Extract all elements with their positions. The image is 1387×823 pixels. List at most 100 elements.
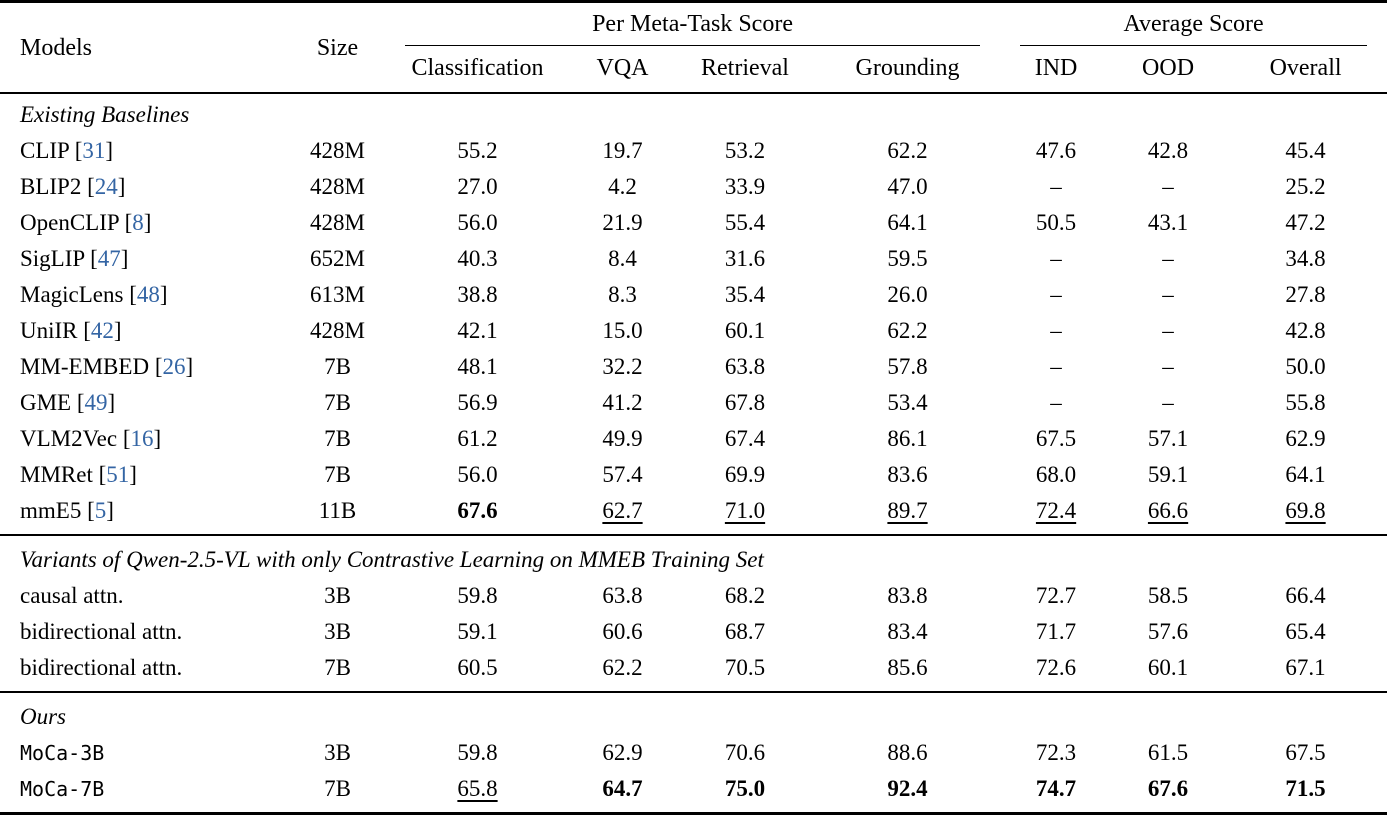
score-cell: – xyxy=(1162,246,1174,271)
score-cell: 55.8 xyxy=(1285,390,1326,415)
model-size: 11B xyxy=(318,498,357,523)
score-cell: 41.2 xyxy=(602,390,643,415)
score-cell: 88.6 xyxy=(887,740,928,765)
model-name: CLIP xyxy=(20,138,69,163)
score-cell: 60.1 xyxy=(1147,655,1189,680)
model-size: 652M xyxy=(310,246,365,271)
score-cell: 27.8 xyxy=(1285,282,1326,307)
score-cell: 65.8 xyxy=(457,776,498,801)
score-cell: 45.4 xyxy=(1285,138,1326,163)
score-cell: 47.0 xyxy=(887,174,928,199)
score-cell: 58.5 xyxy=(1147,583,1189,608)
citation-link[interactable]: 47 xyxy=(97,246,121,271)
score-cell: 72.6 xyxy=(1035,655,1077,680)
table-row: GME [49] 7B 56.9 41.2 67.8 53.4 – – 55.8 xyxy=(0,385,1387,421)
score-cell: 31.6 xyxy=(724,246,766,271)
model-name: MoCa-3B xyxy=(20,741,105,765)
score-cell: 56.9 xyxy=(457,390,498,415)
section-title: Variants of Qwen-2.5-VL with only Contra… xyxy=(0,534,1387,578)
score-cell: 42.8 xyxy=(1147,138,1189,163)
header-classification: Classification xyxy=(385,46,570,94)
model-size: 428M xyxy=(310,174,365,199)
score-cell: 60.6 xyxy=(602,619,643,644)
model-size: 613M xyxy=(310,282,365,307)
score-cell: 85.6 xyxy=(887,655,928,680)
model-name-cell: MagicLens [48] xyxy=(20,282,168,307)
table-row: MM-EMBED [26] 7B 48.1 32.2 63.8 57.8 – – 50.0 xyxy=(0,349,1387,385)
score-cell: 57.1 xyxy=(1147,426,1189,451)
model-name: bidirectional attn. xyxy=(20,655,183,680)
score-cell: 62.7 xyxy=(602,498,643,523)
header-group-average-label: Average Score xyxy=(1020,9,1368,46)
score-cell: 67.5 xyxy=(1285,740,1326,765)
table-row: MMRet [51] 7B 56.0 57.4 69.9 83.6 68.0 59.1 64.1 xyxy=(0,457,1387,493)
header-vqa: VQA xyxy=(570,46,675,94)
citation-link[interactable]: 48 xyxy=(136,282,160,307)
score-cell: 61.2 xyxy=(457,426,498,451)
score-cell: 33.9 xyxy=(724,174,766,199)
score-cell: 53.4 xyxy=(887,390,928,415)
score-cell: 71.5 xyxy=(1285,776,1326,801)
score-cell: 42.8 xyxy=(1285,318,1326,343)
header-group-average: Average Score xyxy=(1000,2,1387,46)
score-cell: 69.8 xyxy=(1285,498,1326,523)
citation-link[interactable]: 42 xyxy=(90,318,114,343)
citation-link[interactable]: 24 xyxy=(94,174,118,199)
model-name: MoCa-7B xyxy=(20,777,105,801)
model-name: causal attn. xyxy=(20,583,124,608)
table-row: MoCa-7B 7B 65.8 64.7 75.0 92.4 74.7 67.6 71.5 xyxy=(0,771,1387,814)
score-cell: 61.5 xyxy=(1147,740,1189,765)
model-name-cell: SigLIP [47] xyxy=(20,246,129,271)
citation-link[interactable]: 26 xyxy=(162,354,186,379)
score-cell: – xyxy=(1162,174,1174,199)
section-title-row: Variants of Qwen-2.5-VL with only Contra… xyxy=(0,534,1387,578)
score-cell: 55.4 xyxy=(724,210,766,235)
citation-link[interactable]: 5 xyxy=(94,498,107,523)
table-header: Models Size Per Meta-Task Score Average … xyxy=(0,1,1387,94)
model-name-cell: mmE5 [5] xyxy=(20,498,114,523)
score-cell: 71.7 xyxy=(1035,619,1077,644)
header-ood: OOD xyxy=(1112,46,1225,94)
citation-link[interactable]: 51 xyxy=(106,462,130,487)
model-size: 428M xyxy=(310,138,365,163)
section-title: Existing Baselines xyxy=(20,102,190,127)
table-body: Existing Baselines CLIP [31] 428M 55.2 19.7 5… xyxy=(0,93,1387,814)
model-name-cell: MMRet [51] xyxy=(20,462,137,487)
score-cell: 92.4 xyxy=(887,776,928,801)
table-row: SigLIP [47] 652M 40.3 8.4 31.6 59.5 – – 34.8 xyxy=(0,241,1387,277)
table-row: causal attn. 3B 59.8 63.8 68.2 83.8 72.7 58.5 66… xyxy=(0,578,1387,614)
score-cell: 62.2 xyxy=(602,655,643,680)
citation-link[interactable]: 8 xyxy=(132,210,144,235)
score-cell: 67.1 xyxy=(1285,655,1326,680)
table-row: mmE5 [5] 11B 67.6 62.7 71.0 89.7 72.4 66.6 69.8 xyxy=(0,493,1387,535)
model-size: 428M xyxy=(310,318,365,343)
score-cell: 71.0 xyxy=(724,498,766,523)
score-cell: 53.2 xyxy=(724,138,766,163)
table-row: UniIR [42] 428M 42.1 15.0 60.1 62.2 – – 42.8 xyxy=(0,313,1387,349)
score-cell: 50.0 xyxy=(1285,354,1326,379)
score-cell: 72.3 xyxy=(1035,740,1077,765)
model-name: bidirectional attn. xyxy=(20,619,183,644)
citation-link[interactable]: 49 xyxy=(84,390,108,415)
score-cell: 35.4 xyxy=(724,282,766,307)
model-size: 428M xyxy=(310,210,365,235)
header-overall: Overall xyxy=(1224,46,1387,94)
score-cell: 47.2 xyxy=(1285,210,1326,235)
header-group-row: Models Size Per Meta-Task Score Average … xyxy=(0,1,1387,94)
score-cell: 66.4 xyxy=(1285,583,1326,608)
score-cell: 56.0 xyxy=(457,462,498,487)
citation-link[interactable]: 16 xyxy=(130,426,154,451)
score-cell: 59.1 xyxy=(457,619,498,644)
model-name-cell: MM-EMBED [26] xyxy=(20,354,194,379)
score-cell: 72.4 xyxy=(1035,498,1077,523)
model-name-cell: CLIP [31] xyxy=(20,138,114,163)
model-name-cell: bidirectional attn. xyxy=(0,650,290,692)
score-cell: 25.2 xyxy=(1285,174,1326,199)
score-cell: 32.2 xyxy=(602,354,643,379)
model-name: OpenCLIP xyxy=(20,210,119,235)
score-cell: 74.7 xyxy=(1035,776,1077,801)
citation-link[interactable]: 31 xyxy=(82,138,106,163)
score-cell: 8.3 xyxy=(608,282,637,307)
header-group-meta-task-label: Per Meta-Task Score xyxy=(405,9,981,46)
model-name: mmE5 xyxy=(20,498,82,523)
